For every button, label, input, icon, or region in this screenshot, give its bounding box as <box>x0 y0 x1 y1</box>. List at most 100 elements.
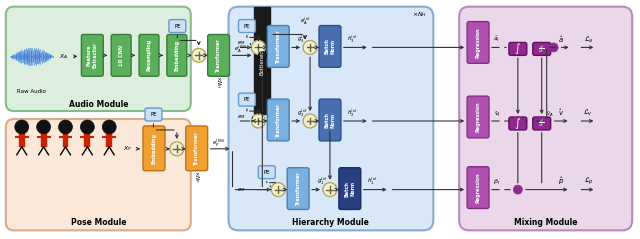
FancyBboxPatch shape <box>207 34 230 76</box>
Text: Embedding: Embedding <box>152 133 156 164</box>
Text: $\mathcal{L}_v$: $\mathcal{L}_v$ <box>584 108 593 118</box>
Bar <box>40 129 47 147</box>
Text: PE: PE <box>174 24 180 28</box>
Text: $h_2^{(n)}$: $h_2^{(n)}$ <box>348 107 358 119</box>
FancyBboxPatch shape <box>81 34 103 76</box>
Text: Batch
Norm: Batch Norm <box>324 112 335 128</box>
FancyBboxPatch shape <box>319 26 341 67</box>
FancyBboxPatch shape <box>532 43 550 55</box>
Circle shape <box>102 120 116 134</box>
Circle shape <box>15 120 29 134</box>
Bar <box>254 7 270 114</box>
Text: Regression: Regression <box>476 102 481 132</box>
Circle shape <box>513 185 522 194</box>
Text: $e_M$: $e_M$ <box>237 113 246 121</box>
FancyBboxPatch shape <box>145 108 162 121</box>
FancyBboxPatch shape <box>467 22 489 63</box>
Circle shape <box>303 114 317 128</box>
Text: Raw Audio: Raw Audio <box>17 89 46 94</box>
Text: Bottleneck: Bottleneck <box>260 46 265 75</box>
Circle shape <box>58 120 72 134</box>
Circle shape <box>549 43 558 52</box>
Text: $\times N_H$: $\times N_H$ <box>412 10 427 19</box>
Text: Mixing Module: Mixing Module <box>514 218 577 227</box>
Text: Batch
Norm: Batch Norm <box>344 181 355 196</box>
Text: $e_P^{(N_H)}$: $e_P^{(N_H)}$ <box>212 137 225 149</box>
Circle shape <box>192 49 205 62</box>
Text: PE: PE <box>244 97 250 102</box>
FancyBboxPatch shape <box>268 26 289 67</box>
Text: $X_A$: $X_A$ <box>59 52 68 61</box>
Text: $\times N_P$: $\times N_P$ <box>192 170 201 183</box>
FancyBboxPatch shape <box>339 168 361 209</box>
Text: 1D CNN: 1D CNN <box>118 45 124 66</box>
FancyBboxPatch shape <box>239 93 255 106</box>
Circle shape <box>259 51 266 59</box>
Circle shape <box>271 183 285 196</box>
FancyBboxPatch shape <box>6 7 191 111</box>
Text: $\bar{a}_I$: $\bar{a}_I$ <box>493 35 500 44</box>
Text: Audio Module: Audio Module <box>68 100 128 109</box>
Text: $\hat{a}$: $\hat{a}$ <box>559 34 564 45</box>
FancyBboxPatch shape <box>6 119 191 230</box>
Circle shape <box>537 117 546 125</box>
Bar <box>84 129 90 147</box>
FancyBboxPatch shape <box>169 20 186 33</box>
FancyBboxPatch shape <box>111 34 131 76</box>
Bar <box>19 129 25 147</box>
Text: PE: PE <box>150 112 157 117</box>
FancyBboxPatch shape <box>319 99 341 141</box>
Text: $\mathcal{L}_p$: $\mathcal{L}_p$ <box>584 176 593 187</box>
Text: $e_A^{(N_H)}$: $e_A^{(N_H)}$ <box>234 44 247 55</box>
FancyBboxPatch shape <box>186 126 207 171</box>
Text: $\hat{v}_I$: $\hat{v}_I$ <box>493 109 500 119</box>
FancyBboxPatch shape <box>167 34 187 76</box>
FancyBboxPatch shape <box>228 7 433 230</box>
Circle shape <box>36 120 51 134</box>
Circle shape <box>170 142 184 156</box>
Text: $\hat{p}$: $\hat{p}$ <box>559 176 564 187</box>
Circle shape <box>323 183 337 196</box>
Text: $\int$: $\int$ <box>515 116 522 131</box>
Text: $\hat{p}_I$: $\hat{p}_I$ <box>493 177 500 186</box>
Text: $g_1^{(n)}$: $g_1^{(n)}$ <box>317 176 328 187</box>
Circle shape <box>252 40 266 54</box>
FancyBboxPatch shape <box>467 167 489 208</box>
Text: Regression: Regression <box>476 172 481 203</box>
FancyBboxPatch shape <box>139 34 159 76</box>
Text: Transformer: Transformer <box>276 30 281 63</box>
FancyBboxPatch shape <box>239 20 255 33</box>
Circle shape <box>303 40 317 54</box>
FancyBboxPatch shape <box>509 43 527 55</box>
FancyBboxPatch shape <box>459 7 632 230</box>
FancyBboxPatch shape <box>259 166 275 179</box>
Text: Hierarchy Module: Hierarchy Module <box>292 218 369 227</box>
Text: Transformer: Transformer <box>216 38 221 72</box>
Text: $e_M$: $e_M$ <box>237 186 246 194</box>
Text: $\mathcal{L}_a$: $\mathcal{L}_a$ <box>584 34 593 44</box>
Text: Regression: Regression <box>476 27 481 58</box>
FancyBboxPatch shape <box>467 96 489 138</box>
Text: Transformer: Transformer <box>296 172 301 206</box>
Text: $\frac{d}{dt}$: $\frac{d}{dt}$ <box>538 118 545 130</box>
Text: Resampling: Resampling <box>147 39 152 71</box>
Text: $e_A^{(n)}$: $e_A^{(n)}$ <box>300 16 310 27</box>
Bar <box>106 129 112 147</box>
Text: $\int$: $\int$ <box>515 41 522 56</box>
Text: $e_M$: $e_M$ <box>237 39 246 47</box>
Text: $\hat{v}_A$: $\hat{v}_A$ <box>546 109 554 119</box>
Text: $\times N_H$: $\times N_H$ <box>214 76 223 89</box>
FancyBboxPatch shape <box>287 168 309 209</box>
Text: Transformer: Transformer <box>194 131 199 165</box>
FancyBboxPatch shape <box>143 126 165 171</box>
FancyBboxPatch shape <box>268 99 289 141</box>
Text: Feature
Extractor: Feature Extractor <box>87 43 98 68</box>
Circle shape <box>513 117 522 125</box>
Text: $h_1^{(n)}$: $h_1^{(n)}$ <box>367 176 378 187</box>
Text: $g_2^{(n)}$: $g_2^{(n)}$ <box>297 107 307 119</box>
Text: $g_3^{(n)}$: $g_3^{(n)}$ <box>297 34 307 45</box>
FancyBboxPatch shape <box>509 117 527 130</box>
Text: Batch
Norm: Batch Norm <box>324 38 335 54</box>
Text: PE: PE <box>264 170 270 175</box>
Circle shape <box>252 114 266 128</box>
